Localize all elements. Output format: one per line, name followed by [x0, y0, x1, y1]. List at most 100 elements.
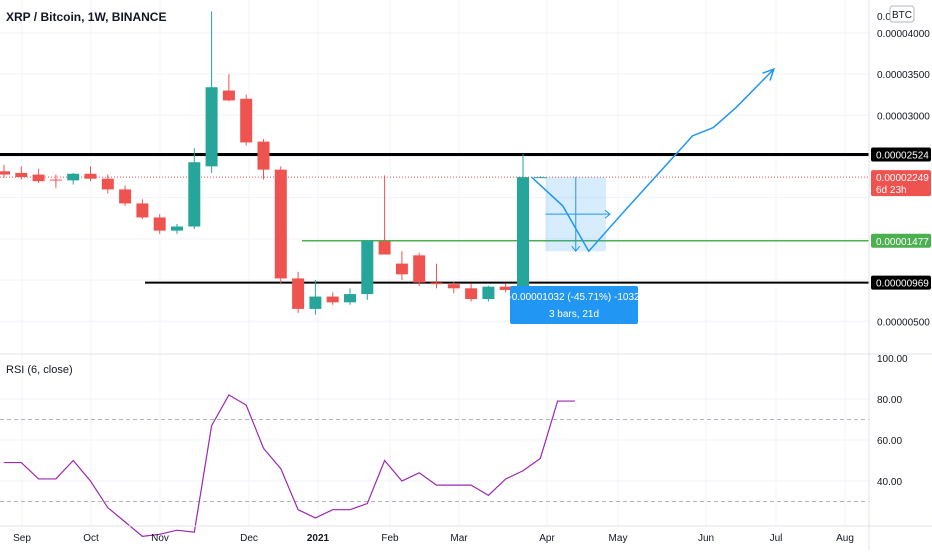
candle[interactable] [326, 292, 339, 305]
candlestick-series [0, 11, 547, 315]
time-tick-label: Sep [13, 533, 31, 544]
rsi-series [4, 394, 575, 537]
rsi-title: RSI (6, close) [6, 364, 73, 376]
candle-body [84, 173, 97, 179]
candle[interactable] [413, 252, 426, 286]
candle-body [395, 263, 408, 275]
candle[interactable] [222, 74, 235, 102]
candle-body [15, 172, 28, 178]
candle[interactable] [257, 139, 270, 180]
currency-badge-label: BTC [892, 10, 912, 21]
time-tick-label: Apr [539, 533, 555, 544]
candle[interactable] [517, 153, 529, 290]
candle-body [101, 178, 114, 190]
candle-body [257, 141, 270, 170]
candle[interactable] [361, 240, 374, 300]
candle[interactable] [274, 166, 287, 285]
price-badge [871, 170, 931, 197]
symbol-title: XRP / Bitcoin, 1W, BINANCE [6, 10, 166, 24]
price-tick-label: 0.00003500 [877, 70, 930, 81]
candle[interactable] [344, 288, 356, 305]
price-tick-label: 0.0 [877, 12, 891, 23]
price-tick-label: 0.00000500 [877, 317, 930, 328]
price-badge [871, 147, 931, 162]
measure-tool[interactable]: -0.00001032 (-45.71%) -1032 3 bars, 21d [508, 177, 640, 324]
time-axis[interactable]: Sep Oct Nov Dec 2021 Feb Mar Apr May Jun Jul Aug [13, 533, 854, 544]
candle[interactable] [15, 166, 28, 180]
candle[interactable] [534, 176, 547, 179]
candle-body [517, 177, 529, 288]
price-badge-label: 0.00000969 [876, 279, 929, 290]
candle[interactable] [205, 11, 218, 173]
candle[interactable] [171, 224, 183, 234]
projection-arrowhead [762, 67, 776, 81]
measure-tooltip-line2: 3 bars, 21d [549, 309, 599, 320]
candle[interactable] [482, 285, 495, 302]
candle-body [205, 87, 218, 167]
time-tick-label: Mar [450, 533, 468, 544]
candle[interactable] [465, 283, 478, 302]
currency-badge[interactable]: BTC [889, 5, 915, 23]
currency-badge-frame [889, 5, 915, 23]
price-badge-countdown: 6d 23h [876, 185, 907, 196]
candle-body [465, 288, 478, 300]
candle[interactable] [67, 172, 80, 185]
price-tick-label: 0.00004000 [877, 29, 930, 40]
candle[interactable] [499, 283, 512, 293]
candle[interactable] [49, 174, 62, 188]
candle[interactable] [32, 168, 45, 183]
candle[interactable] [395, 251, 408, 281]
candle[interactable] [240, 94, 253, 146]
candle-body [378, 241, 391, 255]
candle-body [136, 203, 149, 218]
measure-right-arrow [604, 209, 611, 219]
candle[interactable] [101, 174, 114, 194]
time-tick-label: Dec [240, 533, 258, 544]
rsi-axis[interactable]: 100.00 80.00 60.00 40.00 [877, 354, 908, 488]
candle[interactable] [0, 164, 10, 178]
candle[interactable] [378, 175, 391, 255]
candle-body [326, 296, 339, 303]
price-badge-label: 0.00002249 [876, 173, 929, 184]
time-tick-label: Oct [83, 533, 99, 544]
time-tick-label: Jun [698, 533, 714, 544]
candle-body [153, 217, 166, 231]
candle[interactable] [430, 263, 443, 289]
candle-body [274, 169, 287, 279]
measure-tooltip-line1: -0.00001032 (-45.71%) -1032 [508, 292, 640, 303]
candle[interactable] [447, 281, 460, 294]
candle[interactable] [188, 148, 201, 229]
time-tick-label: 2021 [307, 533, 330, 544]
candle-body [482, 286, 495, 300]
candle-body [534, 177, 547, 179]
candle-body [49, 179, 62, 181]
projection-path[interactable] [531, 67, 776, 253]
time-tick-label: Aug [836, 533, 854, 544]
price-badge [871, 233, 931, 248]
candle[interactable] [136, 199, 149, 220]
candle-body [119, 189, 132, 204]
price-tick-label: 0.00003000 [877, 111, 930, 122]
time-tick-label: May [609, 533, 628, 544]
projection-line[interactable] [531, 68, 775, 253]
candle[interactable] [292, 271, 305, 314]
candle[interactable] [153, 214, 166, 234]
candle[interactable] [309, 280, 322, 315]
rsi-tick-label: 40.00 [877, 477, 902, 488]
candle-body [344, 294, 356, 303]
candle-body [171, 226, 183, 231]
candle-body [413, 255, 426, 283]
candle-body [499, 286, 512, 290]
time-tick-label: Feb [381, 533, 399, 544]
measure-down-arrow [571, 245, 581, 253]
price-badge [871, 275, 931, 290]
price-axis[interactable]: 0.00004000 0.00003500 0.00003000 0.00000500… [877, 12, 930, 328]
candle[interactable] [119, 185, 132, 206]
measure-tooltip[interactable] [510, 286, 638, 324]
candle-body [67, 173, 80, 181]
candle[interactable] [84, 166, 97, 182]
